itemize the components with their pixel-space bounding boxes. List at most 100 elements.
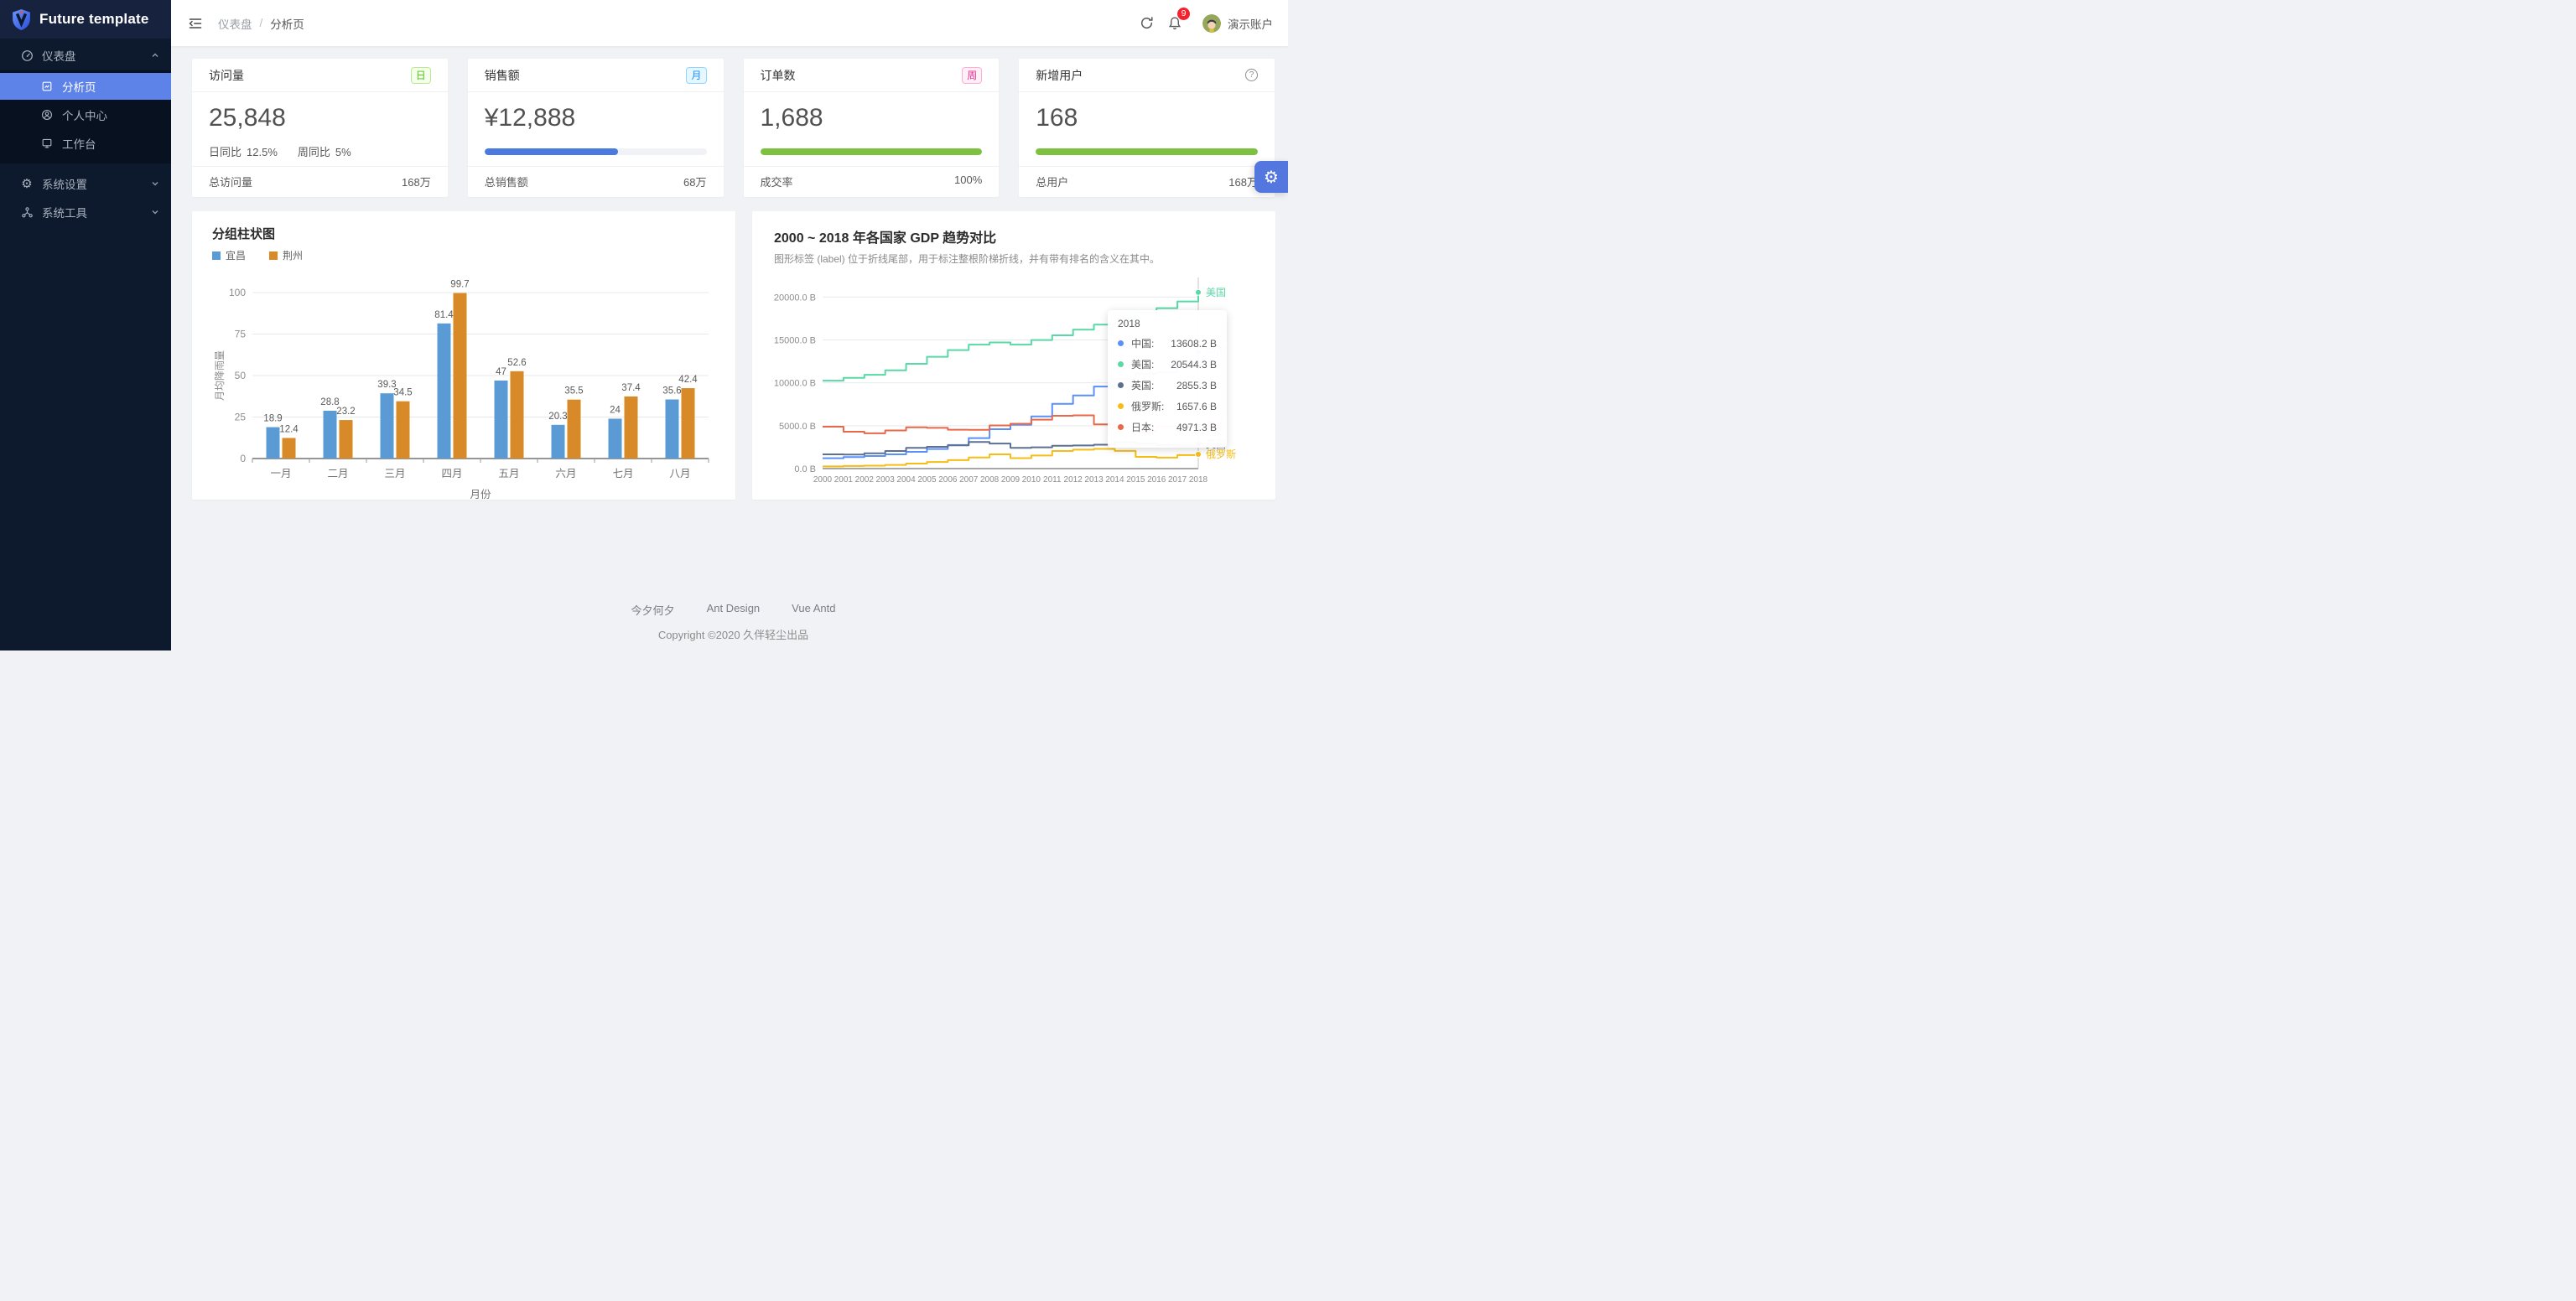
svg-text:52.6: 52.6 <box>507 358 526 368</box>
svg-text:2014: 2014 <box>1105 475 1124 485</box>
notification-badge: 9 <box>1176 6 1191 21</box>
svg-text:月均降雨量: 月均降雨量 <box>214 350 226 401</box>
tooltip-title: 2018 <box>1118 318 1140 329</box>
svg-text:八月: 八月 <box>669 468 690 479</box>
svg-text:20.3: 20.3 <box>548 412 567 422</box>
footer-link[interactable]: 今夕何夕 <box>631 604 675 617</box>
main-content: 访问量 日 25,848 日同比 12.5% 周同比 5% 总访问量 168万 <box>171 46 1288 650</box>
svg-text:35.6: 35.6 <box>662 386 681 397</box>
svg-text:2015: 2015 <box>1126 475 1145 485</box>
sidebar-item-profile[interactable]: 个人中心 <box>0 101 171 128</box>
footer-value: 68万 <box>683 176 707 189</box>
svg-text:18.9: 18.9 <box>263 414 282 424</box>
brand-logo[interactable]: Future template <box>0 0 171 39</box>
breadcrumb-current: 分析页 <box>270 18 304 31</box>
card-body: ¥12,888 <box>468 92 724 166</box>
tooltip-series-value: 1657.6 B <box>1176 400 1217 412</box>
footer-link[interactable]: Vue Antd <box>792 602 836 614</box>
svg-text:三月: 三月 <box>384 468 405 479</box>
chevron-down-icon <box>151 206 159 219</box>
tooltip-series-name: 中国: <box>1131 338 1155 350</box>
tooltip-row: 美国: 20544.3 B <box>1118 357 1217 371</box>
svg-text:75: 75 <box>235 329 247 340</box>
svg-text:20000.0 B: 20000.0 B <box>774 293 816 303</box>
avatar[interactable] <box>1202 13 1221 33</box>
card-title: 订单数 <box>760 68 796 82</box>
svg-text:2013: 2013 <box>1084 475 1104 485</box>
svg-text:2002: 2002 <box>855 475 875 485</box>
grouped-bar-chart[interactable]: 0255075100月均降雨量18.912.4一月28.823.2二月39.33… <box>212 264 715 505</box>
svg-text:2006: 2006 <box>938 475 958 485</box>
svg-text:2004: 2004 <box>896 475 916 485</box>
tooltip-series-name: 俄罗斯: <box>1131 401 1165 412</box>
sidebar-item-dashboard[interactable]: 仪表盘 <box>0 42 171 69</box>
svg-text:2018: 2018 <box>1189 475 1208 485</box>
sidebar-item-system-settings[interactable]: ⚙ 系统设置 <box>0 170 171 197</box>
svg-text:月份: 月份 <box>470 489 491 500</box>
legend-marker <box>212 251 221 260</box>
svg-text:34.5: 34.5 <box>393 388 412 398</box>
svg-text:39.3: 39.3 <box>377 380 396 390</box>
svg-text:2003: 2003 <box>876 475 896 485</box>
footer-link[interactable]: Ant Design <box>706 602 761 614</box>
legend-item[interactable]: 宜昌 <box>212 248 246 262</box>
series-dot-icon <box>1118 361 1124 367</box>
week-tag: 周 <box>962 66 983 84</box>
tooltip-series-value: 13608.2 B <box>1171 337 1217 350</box>
svg-text:美国: 美国 <box>1206 287 1226 298</box>
copyright: Copyright ©2020 久伴轻尘出品 <box>657 629 809 641</box>
progress-bar <box>760 148 983 155</box>
trend-item: 周同比 5% <box>297 146 351 158</box>
sidebar: Future template 仪表盘 <box>0 0 171 650</box>
sidebar-item-label: 工作台 <box>62 138 96 151</box>
sidebar-item-analysis[interactable]: 分析页 <box>0 73 171 100</box>
chevron-down-icon <box>151 178 159 190</box>
svg-text:2012: 2012 <box>1064 475 1083 485</box>
card-footer: 总访问量 168万 <box>192 166 448 197</box>
sidebar-menu: 仪表盘 分析页 <box>0 39 171 225</box>
svg-text:47: 47 <box>496 367 506 377</box>
card-title: 访问量 <box>209 68 244 82</box>
sidebar-item-label: 系统设置 <box>42 179 87 191</box>
svg-text:2005: 2005 <box>917 475 937 485</box>
workbench-icon <box>40 137 54 149</box>
reload-button[interactable] <box>1132 7 1161 40</box>
sidebar-item-workbench[interactable]: 工作台 <box>0 130 171 157</box>
card-header: 销售额 月 <box>467 59 724 92</box>
breadcrumb: 仪表盘 / 分析页 <box>218 15 304 32</box>
stat-value: ¥12,888 <box>484 104 576 132</box>
svg-text:2017: 2017 <box>1168 475 1187 485</box>
chart-row: 分组柱状图 宜昌 荆州 0 25 50 75 100 月均降雨量 18.9 12.4 一月 28.8… <box>192 211 1275 500</box>
svg-text:0.0 B: 0.0 B <box>794 464 816 474</box>
breadcrumb-separator: / <box>259 17 263 29</box>
breadcrumb-parent[interactable]: 仪表盘 <box>218 18 252 31</box>
svg-text:一月: 一月 <box>270 468 291 479</box>
user-icon <box>40 109 54 121</box>
menu-fold-icon[interactable] <box>184 13 206 34</box>
username[interactable]: 演示账户 <box>1228 18 1273 31</box>
day-tag: 日 <box>410 66 431 84</box>
svg-text:12.4: 12.4 <box>279 424 299 434</box>
svg-text:100: 100 <box>229 287 246 298</box>
theme-settings-fab[interactable]: ⚙ <box>1254 161 1288 193</box>
progress-bar <box>484 148 707 155</box>
series-dot-icon <box>1118 403 1124 409</box>
trend-row: 日同比 12.5% 周同比 5% <box>209 143 431 159</box>
question-circle-icon[interactable]: ? <box>1245 69 1258 81</box>
legend-item[interactable]: 荆州 <box>269 248 303 262</box>
stat-value: 168 <box>1036 104 1078 132</box>
gdp-line-chart-card: 2000 ~ 2018 年各国家 GDP 趋势对比 图形标签 (label) 位… <box>752 211 1275 500</box>
notifications-button[interactable]: 9 <box>1161 6 1191 40</box>
brand-name: Future template <box>39 11 149 27</box>
card-header: 订单数 周 <box>743 59 1000 92</box>
tooltip-series-name: 英国: <box>1131 380 1155 391</box>
dashboard-icon <box>20 49 34 62</box>
svg-text:42.4: 42.4 <box>678 375 698 385</box>
tooltip-series-value: 2855.3 B <box>1176 379 1217 391</box>
dashboard-submenu: 分析页 个人中心 工作台 <box>0 70 171 163</box>
bell-icon <box>1168 16 1182 29</box>
footer-value: 168万 <box>1228 176 1258 189</box>
svg-text:24: 24 <box>610 405 621 415</box>
sidebar-item-label: 仪表盘 <box>42 50 76 63</box>
sidebar-item-system-tools[interactable]: 系统工具 <box>0 199 171 225</box>
